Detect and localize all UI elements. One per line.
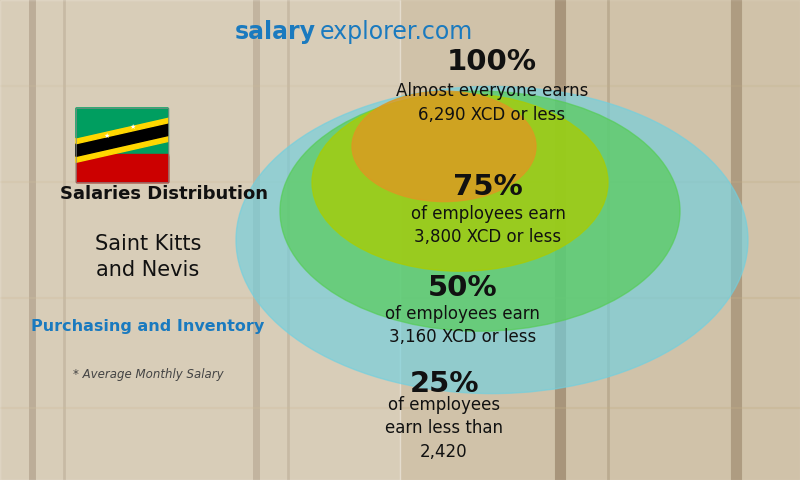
Ellipse shape: [312, 94, 608, 271]
Text: Saint Kitts
and Nevis: Saint Kitts and Nevis: [95, 234, 201, 279]
Text: 100%: 100%: [447, 48, 537, 76]
Text: Almost everyone earns
6,290 XCD or less: Almost everyone earns 6,290 XCD or less: [396, 83, 588, 124]
Bar: [76, 108, 168, 182]
Text: explorer.com: explorer.com: [320, 20, 474, 44]
Bar: [76, 108, 168, 182]
Text: ★: ★: [103, 133, 110, 139]
Bar: [0, 0, 400, 480]
Polygon shape: [76, 135, 168, 162]
Text: Purchasing and Inventory: Purchasing and Inventory: [31, 319, 265, 334]
Text: Salaries Distribution: Salaries Distribution: [60, 185, 268, 204]
Text: 50%: 50%: [427, 274, 498, 302]
Polygon shape: [76, 123, 168, 156]
Text: * Average Monthly Salary: * Average Monthly Salary: [73, 368, 223, 381]
Text: of employees earn
3,160 XCD or less: of employees earn 3,160 XCD or less: [385, 305, 540, 346]
Ellipse shape: [352, 91, 536, 202]
Polygon shape: [76, 117, 168, 144]
Polygon shape: [76, 154, 168, 182]
Bar: [400, 0, 800, 480]
Text: salary: salary: [235, 20, 316, 44]
Polygon shape: [76, 108, 168, 138]
Text: of employees earn
3,800 XCD or less: of employees earn 3,800 XCD or less: [410, 205, 566, 246]
Polygon shape: [76, 156, 168, 182]
Text: 25%: 25%: [410, 370, 478, 398]
Text: 75%: 75%: [453, 173, 523, 201]
Text: of employees
earn less than
2,420: of employees earn less than 2,420: [385, 396, 503, 461]
Ellipse shape: [280, 91, 680, 331]
Text: ★: ★: [130, 124, 136, 130]
Ellipse shape: [236, 86, 748, 394]
